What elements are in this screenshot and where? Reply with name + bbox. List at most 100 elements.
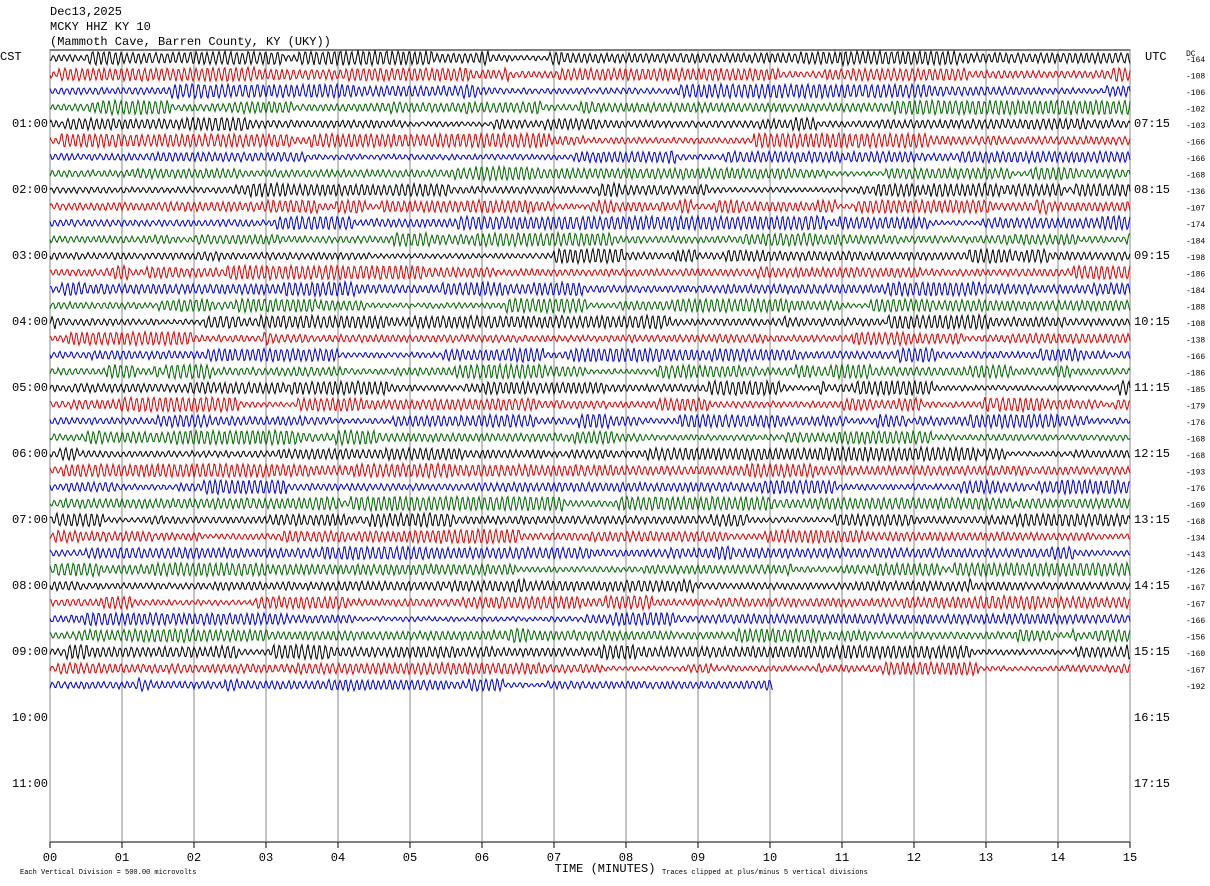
left-hour-label: 05:00 xyxy=(12,381,48,395)
trace xyxy=(49,428,1131,447)
trace xyxy=(49,676,774,693)
dc-value: -167 xyxy=(1186,667,1205,676)
trace xyxy=(49,626,1131,645)
trace xyxy=(49,362,1131,381)
trace xyxy=(49,98,1131,117)
trace xyxy=(49,378,1131,398)
trace xyxy=(49,560,1131,579)
left-hour-label: 08:00 xyxy=(12,579,48,593)
x-tick-label: 12 xyxy=(907,851,921,865)
x-tick-label: 13 xyxy=(979,851,993,865)
dc-value: -166 xyxy=(1186,353,1205,362)
dc-value: -166 xyxy=(1186,617,1205,626)
title-line: (Mammoth Cave, Barren County, KY (UKY)) xyxy=(50,35,331,49)
dc-value: -108 xyxy=(1186,73,1205,82)
dc-value: -138 xyxy=(1186,337,1205,346)
trace xyxy=(49,81,1131,101)
left-hour-label: 04:00 xyxy=(12,315,48,329)
right-hour-label: 08:15 xyxy=(1134,183,1170,197)
dc-value: -168 xyxy=(1186,436,1205,445)
dc-label: DC xyxy=(1186,50,1196,59)
trace xyxy=(49,395,1131,414)
dc-value: -160 xyxy=(1186,650,1205,659)
trace xyxy=(49,247,1131,266)
dc-value: -107 xyxy=(1186,205,1205,214)
trace xyxy=(49,660,1131,678)
title-line: Dec13,2025 xyxy=(50,5,122,19)
x-tick-label: 08 xyxy=(619,851,633,865)
right-hour-label: 07:15 xyxy=(1134,117,1170,131)
dc-value: -108 xyxy=(1186,320,1205,329)
trace xyxy=(49,214,1131,232)
right-hour-label: 10:15 xyxy=(1134,315,1170,329)
left-hour-label: 06:00 xyxy=(12,447,48,461)
left-hour-label: 10:00 xyxy=(12,711,48,725)
trace xyxy=(49,149,1131,165)
x-axis-label: TIME (MINUTES) xyxy=(555,862,656,876)
x-tick-label: 07 xyxy=(547,851,561,865)
right-zone: UTC xyxy=(1145,50,1167,64)
dc-value: -179 xyxy=(1186,403,1205,412)
dc-value: -186 xyxy=(1186,370,1205,379)
trace xyxy=(49,115,1131,133)
trace xyxy=(49,297,1131,315)
trace xyxy=(49,346,1131,364)
right-hour-label: 15:15 xyxy=(1134,645,1170,659)
dc-value: -164 xyxy=(1186,56,1205,65)
trace xyxy=(49,279,1131,299)
left-zone: CST xyxy=(0,50,22,64)
left-hour-label: 11:00 xyxy=(12,777,48,791)
dc-value: -103 xyxy=(1186,122,1205,131)
dc-value: -106 xyxy=(1186,89,1205,98)
trace xyxy=(49,511,1131,529)
trace xyxy=(49,65,1131,84)
x-tick-label: 09 xyxy=(691,851,705,865)
x-tick-label: 10 xyxy=(763,851,777,865)
right-hour-label: 12:15 xyxy=(1134,447,1170,461)
dc-value: -168 xyxy=(1186,452,1205,461)
right-hour-label: 11:15 xyxy=(1134,381,1170,395)
dc-value: -184 xyxy=(1186,287,1205,296)
dc-value: -176 xyxy=(1186,419,1205,428)
left-hour-label: 02:00 xyxy=(12,183,48,197)
x-tick-label: 15 xyxy=(1123,851,1137,865)
dc-value: -102 xyxy=(1186,106,1205,115)
trace xyxy=(49,477,1130,496)
trace xyxy=(49,263,1131,282)
x-tick-label: 04 xyxy=(331,851,345,865)
left-hour-label: 07:00 xyxy=(12,513,48,527)
left-hour-label: 09:00 xyxy=(12,645,48,659)
dc-value: -185 xyxy=(1186,386,1205,395)
dc-value: -168 xyxy=(1186,518,1205,527)
right-hour-label: 09:15 xyxy=(1134,249,1170,263)
x-tick-label: 00 xyxy=(43,851,57,865)
dc-value: -186 xyxy=(1186,271,1205,280)
trace xyxy=(49,131,1131,150)
dc-value: -168 xyxy=(1186,172,1205,181)
trace xyxy=(49,544,1130,562)
dc-value: -167 xyxy=(1186,601,1205,610)
right-hour-label: 13:15 xyxy=(1134,513,1170,527)
x-tick-label: 05 xyxy=(403,851,417,865)
dc-value: -126 xyxy=(1186,568,1205,577)
trace xyxy=(49,312,1131,331)
dc-value: -174 xyxy=(1186,221,1205,230)
dc-value: -136 xyxy=(1186,188,1205,197)
dc-value: -167 xyxy=(1186,584,1205,593)
dc-value: -193 xyxy=(1186,469,1205,478)
trace xyxy=(49,164,1131,183)
right-hour-label: 16:15 xyxy=(1134,711,1170,725)
x-tick-label: 03 xyxy=(259,851,273,865)
left-hour-label: 01:00 xyxy=(12,117,48,131)
dc-value: -198 xyxy=(1186,254,1205,263)
right-hour-label: 14:15 xyxy=(1134,579,1170,593)
title-line: MCKY HHZ KY 10 xyxy=(50,20,151,34)
x-tick-label: 06 xyxy=(475,851,489,865)
trace xyxy=(49,197,1131,216)
trace xyxy=(49,181,1131,199)
dc-value: -143 xyxy=(1186,551,1205,560)
trace xyxy=(49,412,1131,430)
dc-value: -169 xyxy=(1186,502,1205,511)
